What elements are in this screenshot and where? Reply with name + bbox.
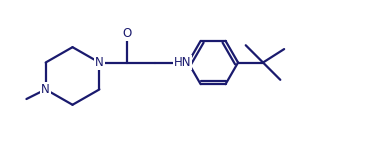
Text: N: N — [95, 56, 104, 69]
Text: O: O — [122, 27, 132, 40]
Text: HN: HN — [174, 56, 191, 69]
Text: N: N — [41, 83, 50, 96]
